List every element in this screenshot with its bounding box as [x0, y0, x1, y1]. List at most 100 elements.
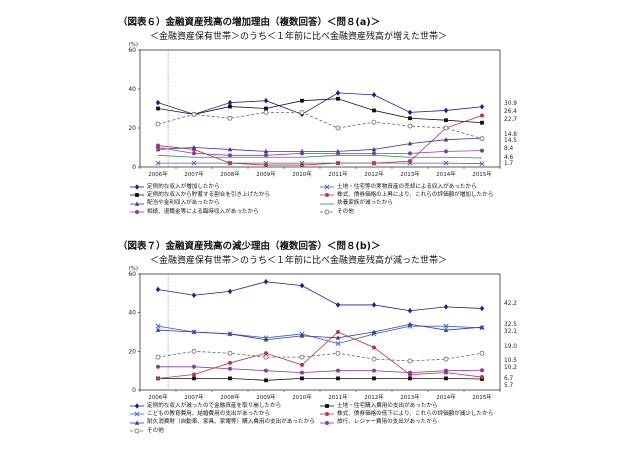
- legend-marker: [325, 404, 329, 408]
- chart-2-series-5-point: [263, 337, 269, 342]
- chart-1-x-tick-label: 2006年: [148, 170, 168, 178]
- chart-1-legend: 定例的な収入が増加したから 土地・住宅等の実物資産の売却による収入があったから 定例…: [130, 183, 510, 216]
- chart-2-series-4-point: [480, 375, 484, 380]
- chart-2-series-2-point: [264, 378, 268, 383]
- chart-1-series-8-point: [407, 123, 413, 129]
- chart-2-y-tick-label: 20: [128, 348, 136, 355]
- chart-2-series-6-line: [158, 366, 483, 374]
- chart-2-x-tick-label: 2014年: [436, 393, 456, 401]
- legend-marker: [134, 411, 140, 417]
- legend-marker: [324, 209, 330, 215]
- chart-2-legend-item: 耐久消費財（自動車、家具、家電等）購入費用の支出があったから: [130, 418, 320, 426]
- chart-2-series-7: [155, 348, 485, 364]
- chart-1-series-7-point: [336, 151, 340, 156]
- chart-2-series-4-line: [157, 331, 483, 379]
- chart-2-series-2-point: [300, 376, 304, 381]
- chart-2-y-tick-label: 0: [132, 387, 136, 394]
- chart-1-series-7-point: [156, 145, 160, 150]
- chart-2-series-5-point: [155, 327, 161, 332]
- chart-2-y-tick-label: 60: [128, 271, 136, 278]
- chart-1-series-2-point: [155, 160, 161, 166]
- chart-1-series-5-point: [263, 148, 269, 154]
- chart-2-series-6-point: [300, 370, 304, 375]
- chart-1-series-7-point: [444, 149, 448, 154]
- chart-2-legend-item: その他: [130, 427, 320, 435]
- chart-1-end-label: 22.7: [504, 117, 517, 123]
- chart-2-series-1: [155, 278, 485, 314]
- chart-2-series-2-point: [336, 376, 340, 381]
- chart-2-series-3-point: [443, 323, 449, 329]
- legend-marker: [134, 419, 140, 425]
- chart-1-legend-label: 配当や金利収入があったから: [147, 200, 220, 207]
- chart-2-legend-label: 定例的な収入が減ったので金融資産を取り崩したから: [147, 403, 282, 409]
- chart-1-x-tick-label: 2013年: [400, 170, 420, 178]
- chart-2-series-7-point: [335, 350, 341, 356]
- chart-2-series-4-point: [156, 376, 160, 381]
- chart-2-end-label: 42.2: [504, 301, 517, 307]
- chart-2-series-1-point: [155, 286, 161, 293]
- chart-2-y-axis-label: (%): [128, 266, 138, 272]
- chart-2-legend-item: 株式、債券価格の低下により、これらの評価額が減少したから: [320, 410, 510, 418]
- legend-swatch: [130, 419, 144, 425]
- chart-2-title: （図表７）金融資産残高の減少理由（複数回答）＜問８(b)＞: [118, 241, 381, 252]
- chart-1-legend-item: 定例的な収入から貯蓄する割合を引き上げたから: [130, 191, 320, 199]
- chart-2-x-tick-label: 2010年: [292, 393, 312, 401]
- chart-1-series-3-point: [336, 96, 340, 101]
- chart-2-legend-item: こどもの教育費用、結婚費用の支出があったから: [130, 410, 320, 418]
- legend-swatch: [320, 404, 334, 408]
- chart-2-series-6-point: [408, 370, 412, 375]
- chart-2-series-6-point: [336, 368, 340, 373]
- chart-1-series-6-line: [157, 154, 483, 159]
- chart-2-series-5-point: [299, 333, 305, 338]
- chart-1-series-1-point: [335, 90, 341, 96]
- chart-1-x-tick-label: 2015年: [472, 170, 492, 178]
- chart-1-series-4-point: [480, 113, 484, 118]
- chart-2-series-6-point: [156, 364, 160, 369]
- chart-1-series-7-point: [372, 151, 376, 156]
- chart-1-series-4-point: [228, 161, 232, 166]
- chart-1-series-3-point: [408, 116, 412, 121]
- chart-2-legend-item: 定例的な収入が減ったので金融資産を取り崩したから: [130, 402, 320, 410]
- chart-1-x-tick-label: 2008年: [220, 170, 240, 178]
- chart-2-legend-label: 土地・住宅購入費用の支出があったから: [337, 403, 438, 409]
- legend-swatch: [320, 193, 334, 198]
- legend-swatch: [130, 428, 144, 434]
- chart-1-series-4-point: [300, 163, 304, 168]
- chart-2-series-3-point: [155, 323, 161, 329]
- chart-1-series-5-point: [191, 144, 197, 150]
- chart-1-series-8-point: [371, 119, 377, 125]
- chart-1-series-2-point: [191, 160, 197, 166]
- chart-1-series-1-point: [227, 99, 233, 106]
- chart-2-series-2-point: [408, 376, 412, 381]
- chart-1-series-3-point: [264, 106, 268, 111]
- chart-2-x-tick-label: 2013年: [400, 393, 420, 401]
- chart-1-y-tick-label: 20: [128, 125, 136, 132]
- chart-1-legend-label: その他: [337, 208, 354, 215]
- chart-2-subtitle: ＜金融資産保有世帯＞のうち＜１年前に比べ金融資産残高が減った世帯＞: [150, 256, 448, 266]
- chart-2-series-2: [156, 376, 484, 383]
- chart-2-series-4-point: [228, 360, 232, 365]
- chart-2-series-7-point: [191, 348, 197, 354]
- chart-1-legend-item: その他: [320, 208, 510, 216]
- chart-2-legend-label: その他: [147, 427, 164, 434]
- chart-2-series-1-point: [371, 302, 377, 308]
- chart-1-x-tick-label: 2012年: [364, 170, 384, 178]
- chart-2-legend-label: 旅行、レジャー費用の支出があったから: [337, 419, 438, 426]
- chart-2-x-tick-label: 2006年: [148, 393, 168, 401]
- chart-2-legend-row: 定例的な収入が減ったので金融資産を取り崩したから 土地・住宅購入費用の支出があった…: [130, 402, 510, 410]
- chart-1-y-axis-label: (%): [128, 42, 138, 48]
- chart-1-y-tick-label: 40: [128, 86, 136, 93]
- chart-1-series-7-line: [157, 147, 483, 156]
- chart-1-end-label: 26.4: [504, 109, 517, 115]
- chart-2-series-5: [155, 321, 485, 342]
- chart-2-legend-label: 耐久消費財（自動車、家具、家電等）購入費用の支出があったから: [147, 419, 315, 426]
- chart-2-series-7-point: [479, 350, 485, 356]
- chart-2-legend-row: その他: [130, 427, 510, 435]
- chart-1-legend-label: 土地・住宅等の実物資産の売却による収入があったから: [337, 184, 477, 190]
- chart-2-series-7-point: [155, 354, 161, 360]
- chart-1-series-3-point: [372, 108, 376, 113]
- chart-1-series-1-point: [155, 99, 161, 106]
- chart-2-end-label: 10.5: [504, 358, 517, 364]
- chart-2-series-5-point: [227, 331, 233, 336]
- chart-2-series-5-line: [157, 323, 483, 341]
